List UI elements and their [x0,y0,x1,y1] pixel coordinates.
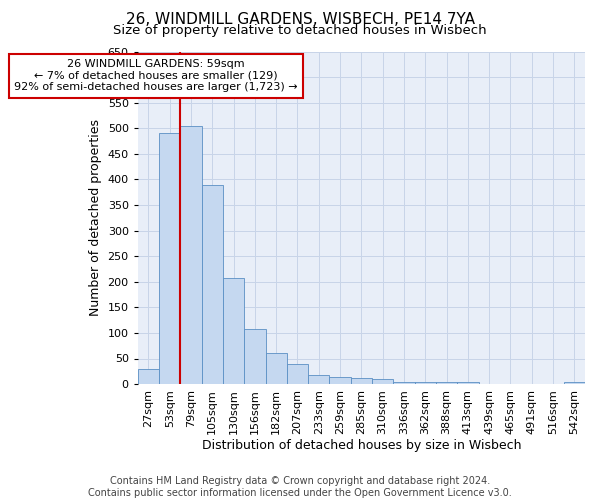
Bar [394,382,415,384]
Bar [329,377,351,384]
Bar [564,382,585,384]
Bar [223,278,244,384]
Text: Contains HM Land Registry data © Crown copyright and database right 2024.
Contai: Contains HM Land Registry data © Crown c… [88,476,512,498]
Text: 26, WINDMILL GARDENS, WISBECH, PE14 7YA: 26, WINDMILL GARDENS, WISBECH, PE14 7YA [125,12,475,28]
Bar [202,184,223,384]
Bar [181,126,202,384]
Bar [415,382,436,384]
Bar [372,379,394,384]
Bar [266,354,287,384]
Y-axis label: Number of detached properties: Number of detached properties [89,120,102,316]
X-axis label: Distribution of detached houses by size in Wisbech: Distribution of detached houses by size … [202,440,521,452]
Text: Size of property relative to detached houses in Wisbech: Size of property relative to detached ho… [113,24,487,37]
Bar [159,134,181,384]
Bar [287,364,308,384]
Bar [244,329,266,384]
Bar [308,375,329,384]
Bar [351,378,372,384]
Bar [457,382,479,384]
Text: 26 WINDMILL GARDENS: 59sqm
← 7% of detached houses are smaller (129)
92% of semi: 26 WINDMILL GARDENS: 59sqm ← 7% of detac… [14,59,298,92]
Bar [436,382,457,384]
Bar [138,368,159,384]
